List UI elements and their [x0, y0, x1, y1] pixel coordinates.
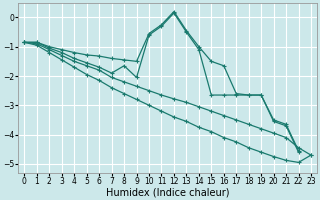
X-axis label: Humidex (Indice chaleur): Humidex (Indice chaleur)	[106, 187, 229, 197]
